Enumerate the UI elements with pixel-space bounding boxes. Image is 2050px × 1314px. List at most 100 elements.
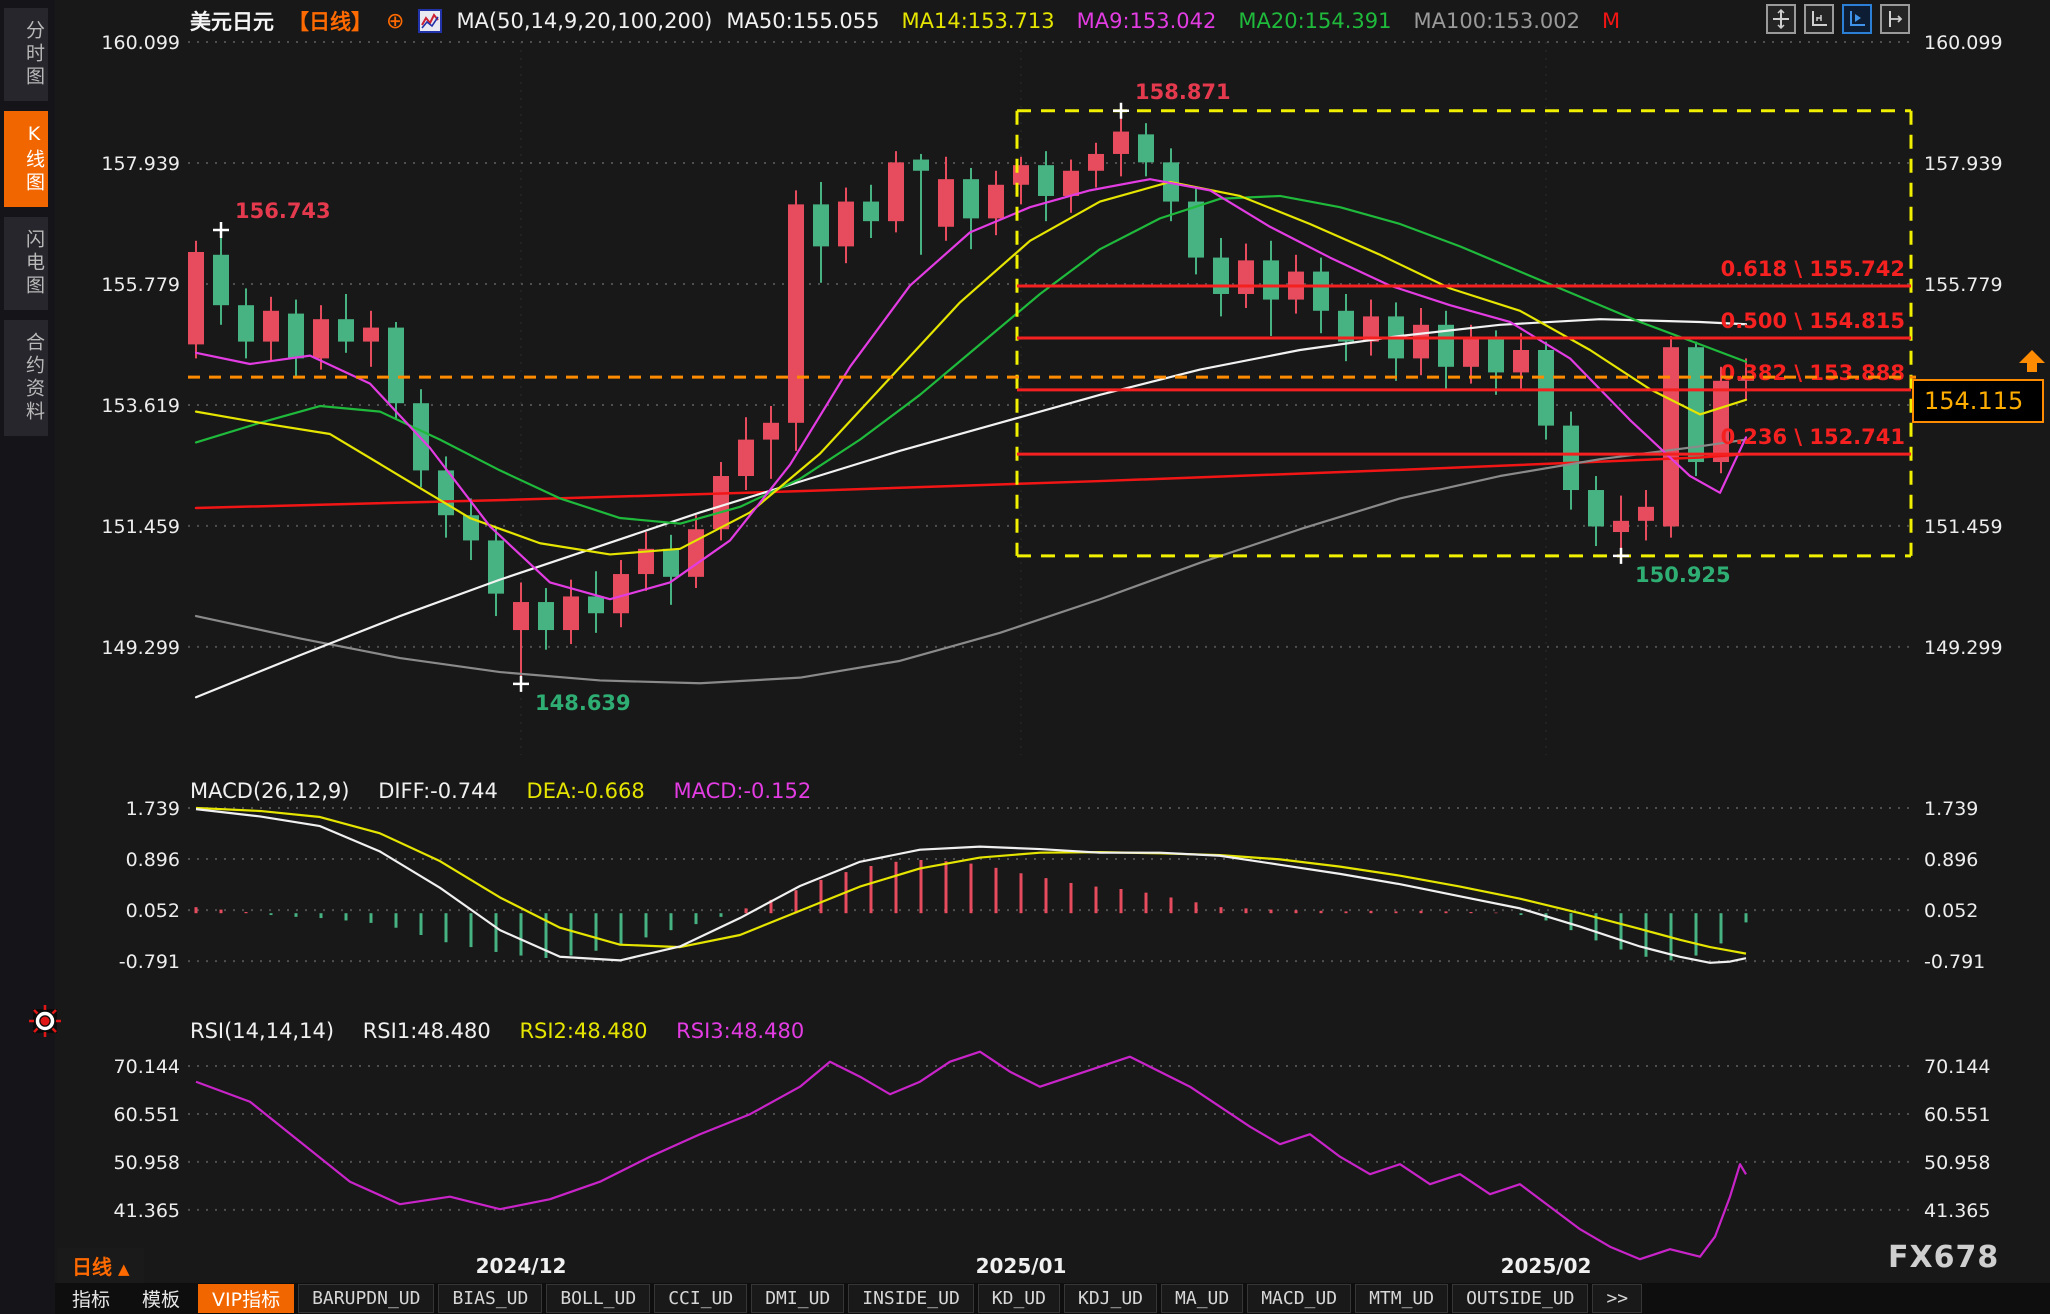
- measure-axis-icon[interactable]: [1804, 4, 1834, 34]
- candle: [1713, 380, 1729, 463]
- chart-toolbar-icons: [1766, 4, 1910, 34]
- rsi-axis-label-left: 41.365: [114, 1200, 180, 1222]
- alert-target-icon[interactable]: [28, 1004, 62, 1042]
- toolbar-tab-cci_ud[interactable]: CCI_UD: [654, 1284, 748, 1313]
- candle: [313, 319, 329, 359]
- toolbar-tab-inside_ud[interactable]: INSIDE_UD: [848, 1284, 974, 1313]
- toolbar-tab-outside_ud[interactable]: OUTSIDE_UD: [1452, 1284, 1589, 1313]
- chart-style-icon[interactable]: [418, 9, 443, 33]
- pan-crosshair-icon[interactable]: [1766, 4, 1796, 34]
- rsi-axis-label-left: 50.958: [114, 1152, 180, 1174]
- toolbar-tab-barupdn_ud[interactable]: BARUPDN_UD: [298, 1284, 435, 1313]
- auto-scale-icon[interactable]: [1842, 4, 1872, 34]
- toolbar-tab-boll_ud[interactable]: BOLL_UD: [546, 1284, 651, 1313]
- sidebar-item-0[interactable]: 分时图: [4, 8, 48, 101]
- toolbar-tab-macd_ud[interactable]: MACD_UD: [1247, 1284, 1352, 1313]
- candle: [1088, 153, 1104, 171]
- candle: [1338, 310, 1354, 342]
- bottom-toolbar: 指标 模板 VIP指标 BARUPDN_UD BIAS_UD BOLL_UD CCI_UD D…: [58, 1284, 1643, 1314]
- chart-header: 美元日元 【日线】 ⊕ MA(50,14,9,20,100,200) MA50:…: [190, 5, 1620, 37]
- candle: [1263, 260, 1279, 300]
- toolbar-tab-vip-[interactable]: VIP指标: [198, 1284, 295, 1313]
- rsi-axis-label-left: 70.144: [114, 1056, 180, 1078]
- candle: [1538, 349, 1554, 426]
- sidebar-item-2[interactable]: 闪电图: [4, 217, 48, 310]
- macd-axis-label-left: 1.739: [126, 798, 180, 820]
- add-indicator-icon[interactable]: ⊕: [386, 8, 405, 34]
- candle: [1363, 316, 1379, 342]
- candle: [1563, 425, 1579, 491]
- ma-legend-item-0: MA50:155.055: [726, 9, 880, 33]
- candle: [1488, 338, 1504, 373]
- ma-legend-item-4: MA100:153.002: [1413, 9, 1580, 33]
- price-axis-label-left: 157.939: [101, 153, 180, 175]
- toolbar-tab-kd_ud[interactable]: KD_UD: [977, 1284, 1060, 1313]
- candle: [1213, 257, 1229, 294]
- ma-legend-item-3: MA20:154.391: [1238, 9, 1392, 33]
- candle: [838, 201, 854, 247]
- ma-legend-item-2: MA9:153.042: [1076, 9, 1217, 33]
- rsi1-value: RSI1:48.480: [362, 1019, 491, 1043]
- ma-legend-item-1: MA14:153.713: [901, 9, 1055, 33]
- candle: [1013, 165, 1029, 185]
- candle: [1738, 377, 1754, 381]
- candle: [438, 470, 454, 516]
- toolbar-tab-dmi_ud[interactable]: DMI_UD: [751, 1284, 845, 1313]
- shift-right-icon[interactable]: [1880, 4, 1910, 34]
- current-price-box: 154.115: [1912, 379, 2044, 423]
- candle: [938, 179, 954, 227]
- toolbar-tab-mtm_ud[interactable]: MTM_UD: [1355, 1284, 1449, 1313]
- toolbar-tab--[interactable]: 指标: [72, 1289, 111, 1311]
- candle: [1613, 520, 1629, 533]
- macd-axis-label-right: 1.739: [1924, 798, 1978, 820]
- period-label-text: 日线: [72, 1255, 112, 1279]
- ma-line-ma50: [194, 318, 1748, 699]
- candle: [1438, 324, 1454, 367]
- macd-title: MACD(26,12,9): [190, 779, 350, 803]
- candle: [288, 313, 304, 359]
- candle: [963, 179, 979, 219]
- rsi-axis-label-right: 50.958: [1924, 1152, 1990, 1174]
- candle: [588, 596, 604, 614]
- price-up-arrow-icon: [2018, 350, 2046, 380]
- x-axis-label: 2025/01: [976, 1254, 1067, 1278]
- candle: [188, 251, 204, 345]
- candle: [1238, 260, 1254, 294]
- candle: [1513, 349, 1529, 373]
- symbol-title: 美元日元: [190, 10, 274, 34]
- ma-line-ma14: [194, 180, 1748, 556]
- period-selector[interactable]: 日线 ▲: [58, 1248, 144, 1283]
- macd-axis-label-left: 0.052: [126, 900, 180, 922]
- macd-diff-line: [195, 808, 1747, 964]
- candle: [1588, 490, 1604, 527]
- toolbar-tab-bias_ud[interactable]: BIAS_UD: [438, 1284, 543, 1313]
- candle: [738, 439, 754, 477]
- toolbar-tab--[interactable]: 模板: [142, 1289, 181, 1311]
- toolbar-tab--[interactable]: >>: [1592, 1284, 1643, 1313]
- ma-legend: MA50:155.055 MA14:153.713 MA9:153.042 MA20:…: [726, 9, 1620, 33]
- macd-dea-line: [195, 806, 1747, 955]
- ma-line-ma200: [194, 452, 1748, 510]
- sidebar-item-1[interactable]: K线图: [4, 111, 48, 207]
- candle: [1113, 131, 1129, 154]
- price-axis-label-right: 149.299: [1924, 637, 2003, 659]
- toolbar-tab-ma_ud[interactable]: MA_UD: [1161, 1284, 1244, 1313]
- price-axis-label-right: 155.779: [1924, 274, 2003, 296]
- candle: [863, 201, 879, 222]
- ma-line-ma9: [194, 178, 1748, 601]
- ma-line-ma100: [194, 438, 1748, 685]
- candle: [613, 574, 629, 614]
- toolbar-tab-kdj_ud[interactable]: KDJ_UD: [1063, 1284, 1158, 1313]
- sidebar-item-3[interactable]: 合约资料: [4, 320, 48, 436]
- candle: [1063, 170, 1079, 196]
- period-tag[interactable]: 【日线】: [288, 10, 372, 34]
- price-axis-label-left: 155.779: [101, 274, 180, 296]
- candle: [1413, 324, 1429, 359]
- rsi-axis-label-left: 60.551: [114, 1104, 180, 1126]
- price-axis-label-left: 153.619: [101, 395, 180, 417]
- rsi-header: RSI(14,14,14) RSI1:48.480 RSI2:48.480 RS…: [190, 1019, 826, 1043]
- ma-params-label: MA(50,14,9,20,100,200): [456, 9, 713, 33]
- candle: [1188, 201, 1204, 258]
